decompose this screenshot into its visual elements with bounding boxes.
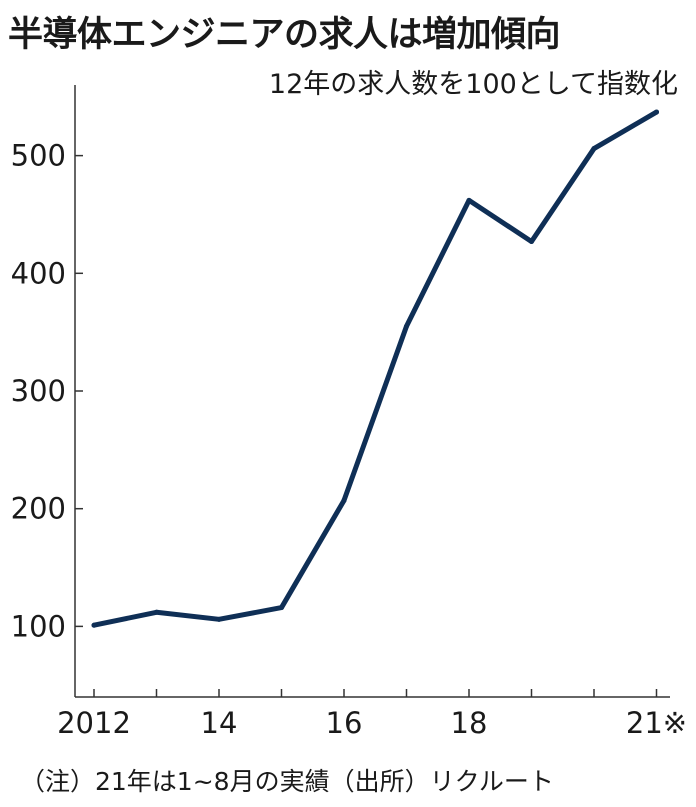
data-point — [154, 609, 159, 615]
chart-subtitle: 12年の求人数を100として指数化 — [268, 69, 678, 100]
y-tick-label: 100 — [11, 609, 66, 643]
y-tick-label: 300 — [11, 374, 66, 408]
x-tick-label: 16 — [326, 706, 363, 740]
x-tick-label: 21※ — [626, 706, 687, 740]
data-point — [279, 605, 284, 611]
data-point — [341, 497, 347, 503]
data-point — [529, 239, 534, 245]
x-axis: 2012 14 16 18 21※ — [57, 689, 687, 740]
x-tick-label: 2012 — [57, 706, 131, 740]
source-note: （注）21年は1~8月の実績（出所）リクルート — [20, 767, 554, 796]
data-point — [466, 197, 472, 203]
data-point — [654, 109, 659, 115]
data-point — [591, 146, 597, 152]
chart-title: 半導体エンジニアの求人は増加傾向 — [8, 15, 561, 55]
y-axis: 100 200 300 400 500 — [11, 85, 83, 697]
data-point — [216, 616, 222, 622]
y-tick-label: 200 — [11, 492, 66, 526]
y-tick-label: 500 — [11, 139, 66, 173]
series-line — [91, 109, 659, 628]
y-tick-label: 400 — [11, 256, 66, 290]
data-point — [404, 323, 409, 329]
data-point — [91, 622, 97, 628]
x-tick-label: 18 — [451, 706, 488, 740]
x-tick-label: 14 — [201, 706, 238, 740]
series-group — [91, 109, 659, 628]
